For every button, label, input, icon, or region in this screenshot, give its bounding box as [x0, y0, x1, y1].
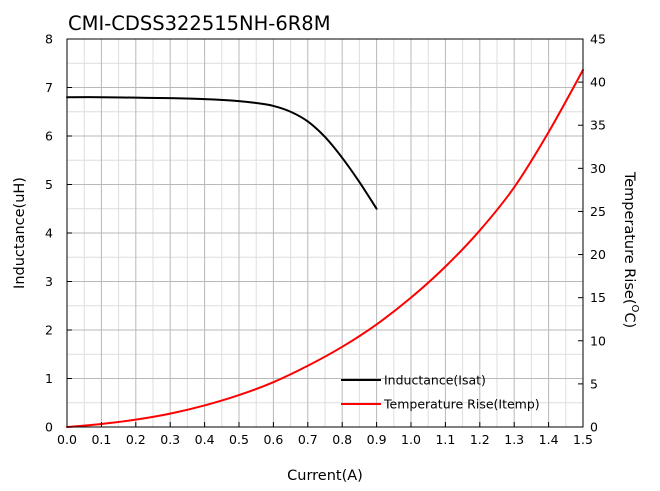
y-tick-label: 5	[45, 177, 53, 192]
chart-title: CMI-CDSS322515NH-6R8M	[68, 12, 331, 35]
y2-axis-title-main: Temperature Rise(	[621, 171, 637, 305]
y2-tick-label: 35	[590, 118, 606, 133]
x-tick-label: 0.1	[91, 432, 111, 447]
x-tick-label: 0.9	[367, 432, 387, 447]
x-tick-label: 1.5	[573, 432, 593, 447]
y2-axis-title-superscript: O	[629, 305, 640, 313]
x-tick-label: 0.2	[126, 432, 146, 447]
legend: Inductance(Isat) Temperature Rise(Itemp)	[341, 373, 540, 412]
x-tick-label: 1.2	[470, 432, 490, 447]
y2-tick-label: 20	[590, 247, 606, 262]
x-tick-label: 0.5	[229, 432, 249, 447]
ticks-layer: 0.0 0.1 0.2 0.3 0.4 0.5 0.6 0.7 0.8 0.9 1.0 1.1 1.2 1…	[45, 32, 606, 448]
legend-label-inductance: Inductance(Isat)	[384, 373, 486, 388]
x-tick-label: 0.8	[332, 432, 352, 447]
y2-tick-label: 10	[590, 333, 606, 348]
x-tick-label: 1.4	[539, 432, 559, 447]
series-line-temperature	[66, 69, 584, 428]
y-tick-label: 0	[45, 420, 53, 435]
y-tick-label: 1	[45, 371, 53, 386]
y2-axis-title: Temperature Rise(OC)	[621, 171, 640, 328]
y-axis-title: Inductance(uH)	[12, 177, 28, 289]
y2-tick-label: 25	[590, 204, 606, 219]
x-axis-title: Current(A)	[287, 468, 363, 484]
y-tick-label: 4	[45, 226, 53, 241]
y-tick-label: 2	[45, 323, 53, 338]
x-tick-label: 1.3	[504, 432, 524, 447]
x-tick-label: 0.3	[160, 432, 180, 447]
y2-tick-label: 15	[590, 290, 606, 305]
y2-tick-label: 30	[590, 161, 606, 176]
y-tick-label: 7	[45, 80, 53, 95]
x-tick-label: 0.7	[298, 432, 318, 447]
legend-label-temperature: Temperature Rise(Itemp)	[383, 397, 540, 412]
y2-tick-label: 0	[590, 420, 598, 435]
y2-tick-label: 45	[590, 32, 606, 47]
x-tick-label: 0.0	[57, 432, 77, 447]
y2-axis-title-end: C)	[621, 312, 637, 328]
y-tick-label: 8	[45, 32, 53, 47]
x-tick-label: 0.6	[263, 432, 283, 447]
y2-tick-label: 5	[590, 376, 598, 391]
x-tick-label: 1.0	[401, 432, 421, 447]
y-tick-label: 6	[45, 129, 53, 144]
y-tick-label: 3	[45, 274, 53, 289]
series-layer	[66, 69, 584, 428]
x-tick-label: 0.4	[195, 432, 215, 447]
y2-tick-label: 40	[590, 75, 606, 90]
series-line-inductance	[66, 96, 378, 210]
x-tick-label: 1.1	[435, 432, 455, 447]
